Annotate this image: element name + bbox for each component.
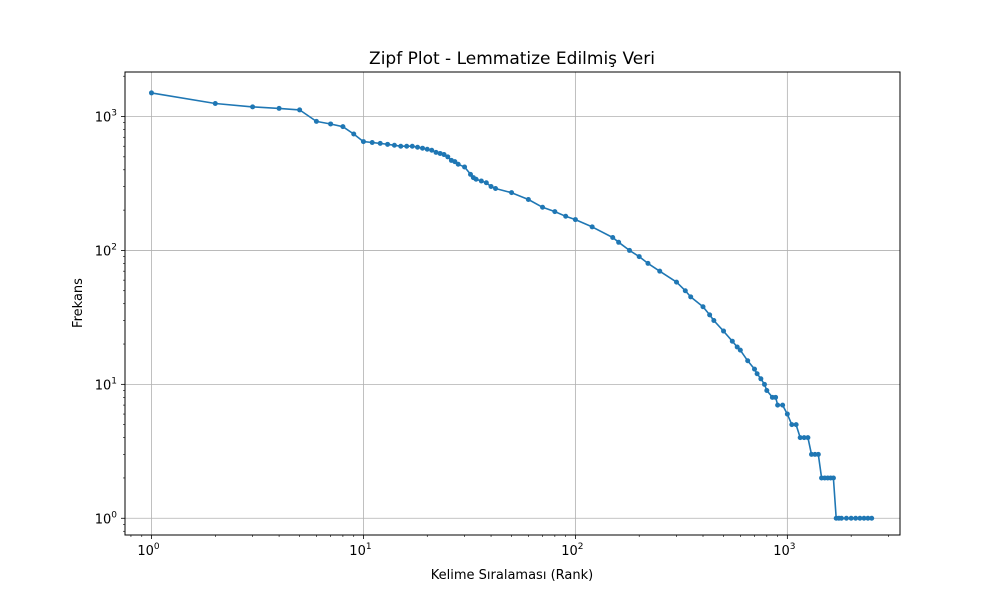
data-point <box>473 176 479 182</box>
data-point <box>328 121 334 127</box>
data-point <box>869 515 875 521</box>
data-point <box>391 142 397 148</box>
data-point <box>276 105 282 111</box>
data-point <box>801 435 807 441</box>
data-point <box>758 376 764 382</box>
data-point <box>212 101 218 107</box>
data-point <box>838 515 844 521</box>
data-point <box>789 422 795 428</box>
data-point <box>462 164 468 170</box>
y-tick-label: 102 <box>95 242 117 259</box>
data-point <box>488 184 494 190</box>
data-point <box>865 515 871 521</box>
data-point <box>780 402 786 408</box>
data-point <box>429 147 435 153</box>
data-point <box>815 451 821 457</box>
grid-layer <box>125 72 900 535</box>
data-point <box>707 312 713 318</box>
data-point <box>351 131 357 137</box>
x-axis-label: Kelime Sıralaması (Rank) <box>431 568 593 583</box>
data-point <box>385 141 391 147</box>
data-point <box>478 178 484 184</box>
data-point <box>737 347 743 353</box>
data-layer <box>148 90 875 521</box>
data-point <box>415 144 421 150</box>
data-point <box>509 190 515 196</box>
data-point <box>809 451 815 457</box>
data-point <box>848 515 854 521</box>
data-point <box>572 217 578 223</box>
data-point <box>711 317 717 323</box>
data-point <box>752 366 758 372</box>
data-point <box>424 146 430 152</box>
data-point <box>616 239 622 245</box>
data-point <box>761 381 767 387</box>
data-point <box>784 411 790 417</box>
data-point <box>830 475 836 481</box>
data-point <box>404 143 410 149</box>
data-point <box>700 304 706 310</box>
data-point <box>563 213 569 219</box>
y-tick-label: 100 <box>95 510 118 527</box>
data-point <box>369 139 375 145</box>
data-point <box>445 154 451 160</box>
data-point <box>610 234 616 240</box>
y-tick-label: 101 <box>95 376 117 393</box>
data-point <box>861 515 867 521</box>
data-point <box>148 90 154 96</box>
data-point <box>857 515 863 521</box>
data-point <box>525 197 531 203</box>
data-point <box>433 149 439 155</box>
data-point <box>483 180 489 186</box>
data-point <box>645 260 651 266</box>
data-point <box>627 247 633 253</box>
data-point <box>398 143 404 149</box>
data-point <box>589 224 595 230</box>
data-point <box>552 209 558 215</box>
data-point <box>793 422 799 428</box>
data-point <box>250 104 256 110</box>
data-point <box>773 394 779 400</box>
data-point <box>441 152 447 158</box>
data-point <box>297 107 303 113</box>
data-point <box>797 435 803 441</box>
data-point <box>688 294 694 300</box>
data-point <box>764 387 770 393</box>
data-point <box>455 161 461 167</box>
data-point <box>313 118 319 124</box>
data-point <box>682 288 688 294</box>
data-point <box>468 171 474 177</box>
data-point <box>340 124 346 130</box>
data-point <box>853 515 859 521</box>
data-point <box>745 358 751 364</box>
data-point <box>636 254 642 260</box>
data-point <box>674 279 680 285</box>
data-point <box>734 344 740 350</box>
data-point <box>360 139 366 145</box>
y-tick-label: 103 <box>95 109 117 126</box>
data-point <box>805 435 811 441</box>
data-point <box>657 268 663 274</box>
data-point <box>437 150 443 156</box>
chart-title: Zipf Plot - Lemmatize Edilmiş Veri <box>369 49 655 69</box>
data-point <box>775 402 781 408</box>
data-point <box>377 140 383 146</box>
data-point <box>843 515 849 521</box>
y-axis-label: Frekans <box>71 278 86 328</box>
data-point <box>754 371 760 377</box>
data-point <box>729 338 735 344</box>
data-point <box>540 204 546 210</box>
data-point <box>721 328 727 334</box>
data-point <box>493 186 499 192</box>
data-point <box>409 143 415 149</box>
data-point <box>420 145 426 151</box>
